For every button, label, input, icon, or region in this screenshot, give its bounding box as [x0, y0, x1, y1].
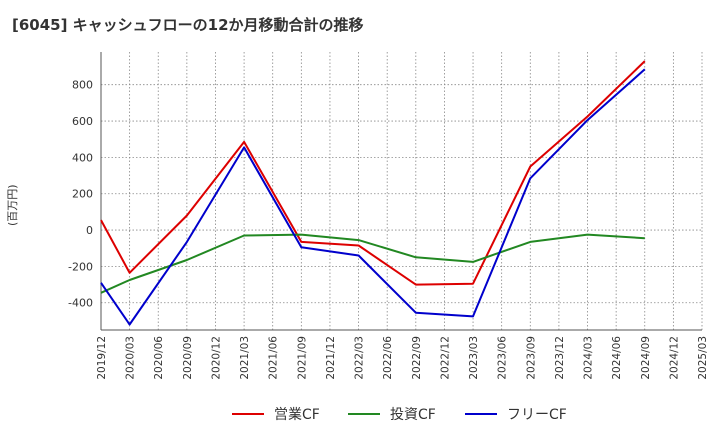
x-tick-label: 2019/12: [96, 336, 108, 380]
x-tick-label: 2022/06: [382, 336, 394, 380]
x-tick-label: 2025/03: [697, 336, 709, 380]
x-tick-label: 2020/09: [182, 336, 194, 380]
series-line-1: [100, 60, 646, 286]
x-tick-label: 2021/03: [239, 336, 251, 380]
x-tick-label: 2022/12: [439, 336, 451, 380]
x-tick-label: 2020/03: [125, 336, 137, 380]
y-tick-label: 0: [86, 224, 93, 237]
series-line-2: [100, 233, 645, 294]
x-tick-label: 2023/12: [554, 336, 566, 380]
x-tick-label: 2024/12: [668, 336, 680, 380]
series-line-3: [100, 68, 646, 326]
y-tick-label: 600: [72, 115, 93, 128]
x-tick-label: 2022/09: [411, 336, 423, 380]
plot-area: [101, 52, 702, 330]
x-tick-label: 2020/12: [210, 336, 222, 380]
x-tick-label: 2024/06: [611, 336, 623, 380]
x-tick-label: 2023/03: [468, 336, 480, 380]
x-tick-label: 2022/03: [354, 336, 366, 380]
y-tick-label: -200: [68, 260, 93, 273]
y-tick-label: -400: [68, 297, 93, 310]
x-tick-label: 2021/12: [325, 336, 337, 380]
x-tick-label: 2024/09: [640, 336, 652, 380]
legend-label-3: フリーCF: [507, 407, 567, 423]
legend-label-2: 投資CF: [390, 407, 436, 423]
x-tick-label: 2020/06: [153, 336, 165, 380]
chart-title: [6045] キャッシュフローの12か月移動合計の推移: [12, 16, 364, 34]
x-tick-label: 2023/09: [525, 336, 537, 380]
x-tick-label: 2024/03: [583, 336, 595, 380]
x-tick-label: 2023/06: [497, 336, 509, 380]
y-tick-label: 400: [72, 151, 93, 164]
x-tick-label: 2021/09: [296, 336, 308, 380]
legend-label-1: 営業CF: [274, 407, 320, 423]
y-tick-label: 200: [72, 188, 93, 201]
y-tick-label: 800: [72, 79, 93, 92]
x-tick-label: 2021/06: [268, 336, 280, 380]
